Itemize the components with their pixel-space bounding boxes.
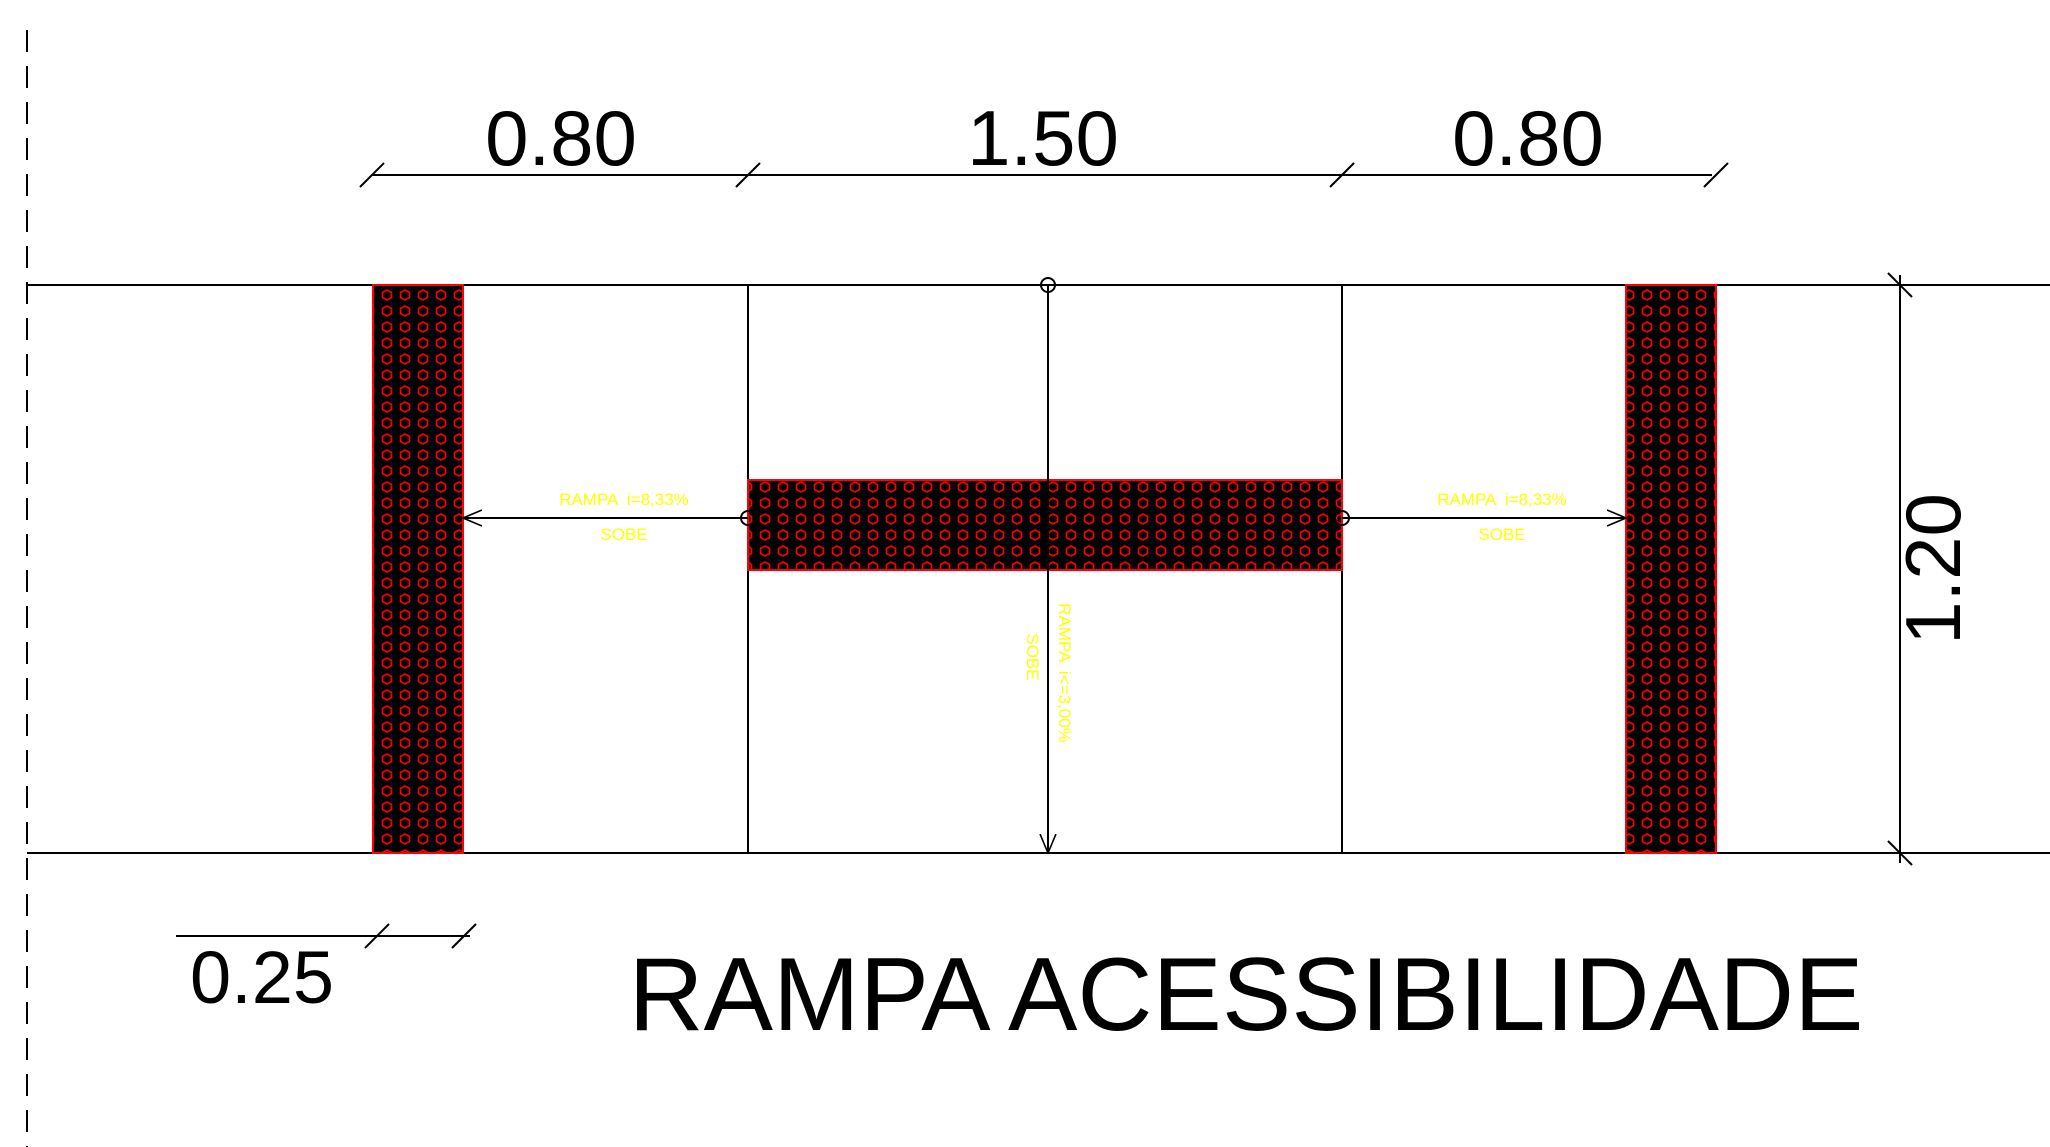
dim-tick: [1703, 162, 1729, 188]
left-arrow-origin: [740, 510, 756, 526]
center-ramp-slope-label: RAMPA i<=3,00%: [1055, 603, 1074, 743]
dim-height: 1.20: [1889, 493, 1977, 645]
right-ramp-slope-label: RAMPA i=8,33%: [1437, 490, 1567, 509]
dim-tick: [1329, 162, 1355, 188]
center-ramp-direction-label: SOBE: [1023, 633, 1042, 680]
dim-tick: [1887, 840, 1913, 866]
drawing-title: RAMPA ACESSIBILIDADE: [629, 937, 1864, 1053]
tactile-band-left: [372, 284, 464, 854]
top-dimension: 0.80 1.50 0.80: [359, 94, 1729, 188]
tactile-band-dimension: 0.25: [176, 923, 477, 1019]
right-ramp-direction-label: SOBE: [1478, 525, 1525, 544]
dim-tick: [1887, 272, 1913, 298]
dim-tick: [364, 923, 390, 949]
dim-tick: [359, 162, 385, 188]
left-ramp-slope-label: RAMPA i=8,33%: [559, 490, 689, 509]
right-arrow-origin: [1334, 510, 1350, 526]
height-dimension: 1.20: [1887, 272, 1977, 866]
dim-tick: [735, 162, 761, 188]
left-ramp-direction-label: SOBE: [600, 525, 647, 544]
dim-tactile-band: 0.25: [190, 936, 334, 1019]
dim-left-width: 0.80: [485, 94, 637, 182]
tactile-band-right: [1625, 284, 1717, 854]
dim-tick: [451, 923, 477, 949]
dim-center-width: 1.50: [967, 94, 1119, 182]
center-arrow-origin: [1040, 277, 1056, 293]
dim-right-width: 0.80: [1452, 94, 1604, 182]
tactile-band-center: [747, 479, 1343, 571]
